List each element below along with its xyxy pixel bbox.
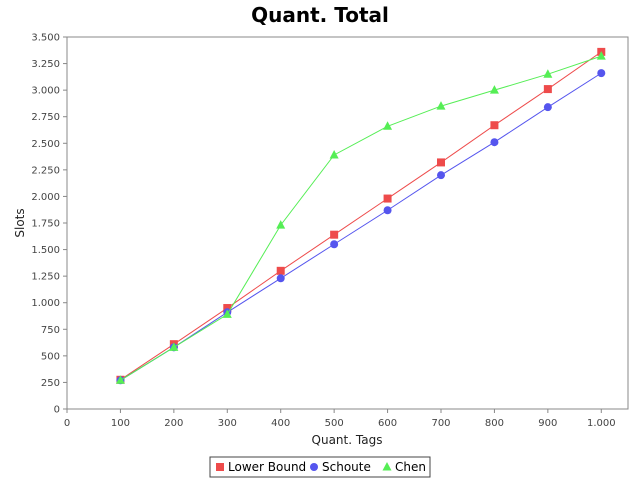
- chart-title: Quant. Total: [251, 3, 389, 27]
- y-tick-label: 2.000: [31, 192, 60, 203]
- y-tick-label: 750: [41, 325, 60, 336]
- legend-marker: [382, 462, 392, 471]
- x-tick-label: 100: [111, 418, 130, 429]
- y-tick-label: 2.250: [31, 165, 60, 176]
- y-tick-label: 1.500: [31, 245, 60, 256]
- y-tick-label: 0: [54, 405, 60, 416]
- x-tick-label: 0: [64, 418, 70, 429]
- data-point: [383, 206, 392, 215]
- series-schoute: [116, 69, 606, 385]
- legend-label: Chen: [395, 460, 426, 474]
- data-point: [223, 304, 232, 313]
- data-point: [543, 69, 553, 78]
- y-tick-label: 3.250: [31, 59, 60, 70]
- data-point: [437, 158, 445, 167]
- data-point: [490, 121, 499, 130]
- data-point: [222, 309, 232, 318]
- y-tick-label: 1.750: [31, 219, 60, 230]
- x-tick-label: 800: [485, 418, 504, 429]
- y-tick-label: 250: [41, 378, 60, 389]
- data-point: [330, 240, 339, 249]
- y-axis-ticks: 0 250 500 750 1.000 1.250 1.500 1.750 2.000 2.250…: [31, 33, 67, 416]
- x-tick-label: 1.000: [587, 418, 616, 429]
- y-axis-label: Slots: [13, 208, 27, 237]
- x-tick-label: 200: [164, 418, 183, 429]
- y-tick-label: 2.500: [31, 139, 60, 150]
- data-point: [276, 274, 285, 283]
- x-tick-label: 900: [538, 418, 557, 429]
- legend-marker: [310, 463, 318, 471]
- data-point: [383, 121, 393, 130]
- data-point: [543, 85, 552, 94]
- data-point: [490, 138, 499, 147]
- data-point: [489, 85, 499, 94]
- legend: Lower Bound Schoute Chen: [209, 456, 431, 478]
- series-line: [120, 51, 602, 381]
- x-axis-label: Quant. Tags: [312, 433, 383, 447]
- data-point: [597, 69, 606, 78]
- x-tick-label: 700: [431, 418, 450, 429]
- data-point: [329, 149, 339, 159]
- data-point: [115, 375, 125, 384]
- y-tick-label: 1.000: [31, 298, 60, 309]
- data-point: [437, 171, 445, 180]
- data-point: [436, 101, 446, 110]
- data-point: [596, 51, 606, 60]
- y-tick-label: 3.000: [31, 86, 60, 97]
- data-point: [330, 230, 339, 239]
- series-chen: [115, 51, 606, 384]
- y-tick-label: 2.750: [31, 112, 60, 123]
- x-tick-label: 500: [325, 418, 344, 429]
- data-point: [169, 342, 179, 351]
- data-point: [383, 194, 392, 203]
- y-tick-label: 3.500: [31, 33, 60, 44]
- legend-label: Lower Bound: [228, 460, 306, 474]
- x-axis-ticks: 0 100 200 300 400 500 600 700 800 900 1.000: [64, 409, 616, 429]
- x-tick-label: 400: [271, 418, 290, 429]
- series-line: [120, 55, 602, 381]
- series-line: [120, 72, 602, 381]
- series-layer: [115, 47, 606, 385]
- data-point: [276, 220, 286, 229]
- legend-marker: [216, 463, 224, 471]
- data-point: [276, 266, 285, 275]
- y-tick-label: 500: [41, 351, 60, 362]
- y-tick-label: 1.250: [31, 272, 60, 283]
- plot-area: [66, 36, 629, 410]
- legend-box: [209, 456, 431, 478]
- x-tick-label: 300: [218, 418, 237, 429]
- legend-label: Schoute: [322, 460, 371, 474]
- data-point: [543, 103, 552, 112]
- x-tick-label: 600: [378, 418, 397, 429]
